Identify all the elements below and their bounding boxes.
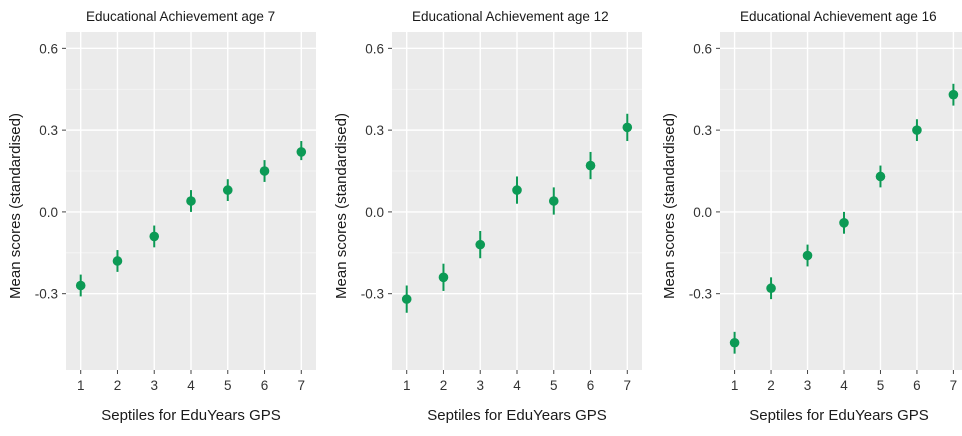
x-tick-label: 3 <box>804 378 812 393</box>
y-tick-label: 0.0 <box>365 205 384 220</box>
plot-area <box>66 32 316 370</box>
data-point <box>802 250 813 261</box>
data-point <box>875 171 886 182</box>
y-tick-label: 0.6 <box>365 41 384 56</box>
x-axis-label: Septiles for EduYears GPS <box>749 407 929 424</box>
x-tick-label: 5 <box>550 378 558 393</box>
plot-background <box>720 32 962 370</box>
data-point <box>766 283 776 294</box>
chart-title: Educational Achievement age 16 <box>740 9 937 24</box>
data-point <box>912 125 922 135</box>
data-point <box>512 185 522 195</box>
data-point <box>112 256 123 266</box>
x-tick-label: 2 <box>440 378 448 393</box>
x-tick-label: 7 <box>298 378 306 393</box>
data-point <box>585 160 596 171</box>
chart-panel-3: Educational Achievement age 16 -0.3 0.0 0.3… <box>661 9 962 424</box>
data-point <box>75 280 86 291</box>
y-tick-label: 0.0 <box>39 205 58 220</box>
x-tick-label: 6 <box>913 378 921 393</box>
x-tick-label: 5 <box>224 378 232 393</box>
x-tick-label: 7 <box>950 378 958 393</box>
chart-panel-2: Educational Achievement age 12 -0.3 0.0 0.3… <box>333 9 642 424</box>
x-axis-label: Septiles for EduYears GPS <box>101 407 281 424</box>
y-tick-label: 0.0 <box>693 205 712 220</box>
plot-area <box>720 32 962 370</box>
y-axis-label: Mean scores (standardised) <box>7 113 24 299</box>
data-point <box>259 166 270 176</box>
y-tick-label: 0.3 <box>39 123 58 138</box>
x-tick-label: 6 <box>587 378 595 393</box>
data-point <box>296 147 307 157</box>
x-tick-label: 6 <box>261 378 269 393</box>
x-axis-label: Septiles for EduYears GPS <box>427 407 607 424</box>
data-point <box>438 272 449 283</box>
chart-title: Educational Achievement age 7 <box>86 9 275 24</box>
data-point <box>839 218 849 228</box>
x-tick-label: 4 <box>187 378 195 393</box>
data-point <box>475 239 486 250</box>
chart-panel-1: Educational Achievement age 7 -0.3 0.0 0.3 0… <box>7 9 316 424</box>
y-axis-label: Mean scores (standardised) <box>661 113 678 299</box>
y-tick-label: 0.3 <box>693 123 712 138</box>
x-tick-label: 1 <box>77 378 85 393</box>
data-point <box>548 196 559 206</box>
data-point <box>186 196 196 206</box>
x-tick-label: 5 <box>877 378 885 393</box>
y-tick-label: 0.3 <box>365 123 384 138</box>
data-point <box>948 89 959 100</box>
data-point <box>729 337 740 348</box>
x-tick-label: 3 <box>476 378 484 393</box>
data-point <box>622 122 633 133</box>
x-tick-label: 7 <box>624 378 632 393</box>
y-tick-label: 0.6 <box>39 41 58 56</box>
y-axis-label: Mean scores (standardised) <box>333 113 350 299</box>
data-point <box>401 294 412 304</box>
x-tick-label: 4 <box>840 378 848 393</box>
x-tick-label: 1 <box>403 378 411 393</box>
x-tick-label: 4 <box>513 378 521 393</box>
plot-area <box>392 32 642 370</box>
data-point <box>222 185 233 195</box>
y-tick-label: -0.3 <box>361 287 384 302</box>
data-point <box>149 231 160 242</box>
x-tick-label: 3 <box>150 378 158 393</box>
x-tick-label: 1 <box>731 378 739 393</box>
y-tick-label: -0.3 <box>689 287 712 302</box>
x-tick-label: 2 <box>767 378 775 393</box>
y-tick-label: 0.6 <box>693 41 712 56</box>
x-tick-label: 2 <box>114 378 122 393</box>
chart-title: Educational Achievement age 12 <box>412 9 609 24</box>
y-tick-label: -0.3 <box>35 287 58 302</box>
